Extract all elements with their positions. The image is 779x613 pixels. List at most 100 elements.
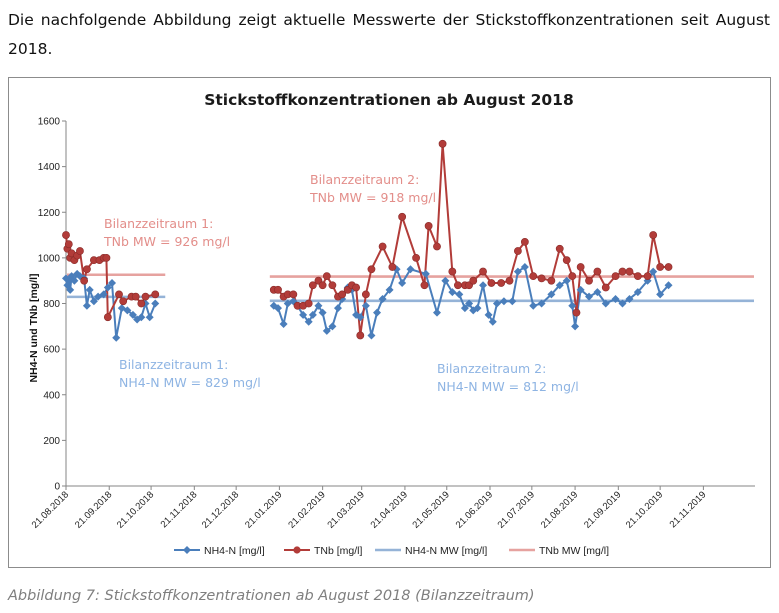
data-point xyxy=(576,263,585,271)
data-point xyxy=(412,253,420,262)
data-point xyxy=(421,269,430,278)
data-point xyxy=(664,281,673,290)
data-point xyxy=(406,265,415,274)
data-point xyxy=(508,297,517,306)
data-point xyxy=(356,331,365,340)
data-point xyxy=(649,231,658,239)
x-tick-label: 21.10.2018 xyxy=(115,489,156,530)
data-point xyxy=(299,310,308,319)
y-tick-label: 400 xyxy=(43,390,60,401)
legend-marker xyxy=(183,546,191,554)
x-tick-label: 21.09.2019 xyxy=(582,489,623,530)
data-point xyxy=(611,272,620,281)
data-point xyxy=(361,301,370,310)
data-point xyxy=(454,281,462,290)
data-point xyxy=(479,281,488,290)
data-point xyxy=(611,294,620,303)
x-tick-label: 21.09.2018 xyxy=(73,489,114,530)
data-point xyxy=(82,301,91,310)
data-point xyxy=(304,317,313,326)
annotation-text: NH4-N MW = 829 mg/l xyxy=(119,375,261,390)
data-point xyxy=(497,279,506,287)
data-point xyxy=(131,292,140,301)
data-point xyxy=(128,310,137,319)
data-point xyxy=(367,331,376,340)
data-point xyxy=(314,301,323,310)
data-point xyxy=(322,326,331,335)
x-tick-label: 21.08.2018 xyxy=(30,489,71,530)
x-tick-label: 21.07.2019 xyxy=(496,489,537,530)
data-point xyxy=(137,313,146,322)
data-point xyxy=(102,253,111,262)
data-point xyxy=(529,272,538,281)
legend-label: TNb [mg/l] xyxy=(314,545,363,557)
data-point xyxy=(66,285,75,294)
annotation-text: NH4-N MW = 812 mg/l xyxy=(437,379,579,394)
data-point xyxy=(593,288,602,297)
data-point xyxy=(141,292,150,301)
data-point xyxy=(513,247,522,255)
x-tick-label: 21.06.2019 xyxy=(454,489,495,530)
data-point xyxy=(83,265,91,274)
data-point xyxy=(618,267,627,276)
data-point xyxy=(328,281,337,290)
y-tick-label: 1200 xyxy=(38,208,61,219)
y-tick-label: 1000 xyxy=(38,253,61,264)
data-point xyxy=(385,285,394,294)
data-point xyxy=(601,299,610,308)
data-point xyxy=(441,276,450,285)
data-point xyxy=(656,290,665,299)
chart-container: Stickstoffkonzentrationen ab August 2018… xyxy=(8,77,771,568)
data-point xyxy=(537,299,546,308)
data-point xyxy=(80,276,89,285)
data-point xyxy=(537,274,546,283)
data-point xyxy=(585,276,593,285)
annotation-text: TNb MW = 918 mg/l xyxy=(309,190,436,205)
data-point xyxy=(145,313,154,322)
legend-label: NH4-N MW [mg/l] xyxy=(405,545,487,557)
annotation-text: Bilanzzeitraum 2: xyxy=(310,172,419,187)
x-tick-label: 21.03.2019 xyxy=(325,489,366,530)
data-point xyxy=(151,299,160,308)
data-point xyxy=(352,283,361,292)
data-point xyxy=(448,267,457,276)
data-point xyxy=(378,294,387,303)
data-point xyxy=(547,276,556,285)
figure-caption: Abbildung 7: Stickstoffkonzentrationen a… xyxy=(8,588,535,604)
data-point xyxy=(643,272,652,281)
annotation-text: Bilanzzeitraum 1: xyxy=(119,357,228,372)
data-point xyxy=(492,299,501,308)
data-point xyxy=(473,304,482,313)
data-point xyxy=(398,212,407,221)
data-point xyxy=(279,320,288,329)
annotation-text: Bilanzzeitraum 1: xyxy=(104,216,213,231)
data-point xyxy=(367,265,376,274)
data-point xyxy=(438,139,447,148)
x-tick-label: 21.02.2019 xyxy=(286,489,327,530)
data-point xyxy=(585,292,594,301)
data-point xyxy=(289,290,298,299)
data-point xyxy=(64,240,73,249)
data-point xyxy=(625,294,634,303)
x-tick-label: 21.05.2019 xyxy=(410,489,451,530)
data-point xyxy=(664,263,673,271)
data-point xyxy=(274,285,282,294)
data-point xyxy=(465,299,474,308)
x-tick-label: 21.11.2019 xyxy=(668,489,709,530)
data-point xyxy=(499,297,508,306)
data-point xyxy=(505,276,514,285)
data-point xyxy=(115,290,123,299)
data-point xyxy=(137,299,146,308)
y-tick-label: 1400 xyxy=(38,162,61,173)
data-point xyxy=(76,247,84,255)
data-point xyxy=(103,283,112,292)
data-point xyxy=(547,290,556,299)
data-point xyxy=(633,272,642,281)
y-tick-label: 1600 xyxy=(38,117,61,128)
legend-marker xyxy=(293,546,301,554)
data-point xyxy=(487,279,496,287)
data-point xyxy=(562,256,571,265)
x-tick-label: 21.10.2019 xyxy=(624,489,665,530)
data-point xyxy=(89,297,98,306)
data-point xyxy=(424,222,433,230)
